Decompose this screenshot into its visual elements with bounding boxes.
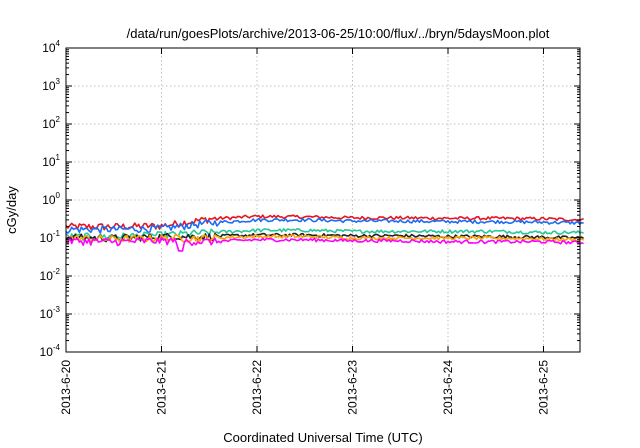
y-tick-label: 100 [42,191,60,207]
y-tick-label: 10-4 [40,343,61,359]
y-tick-label: 103 [42,77,60,93]
y-tick-label: 10-2 [40,267,61,283]
y-tick-label-exp: 1 [56,153,61,162]
series-line [65,228,584,242]
y-tick-label-base: 10 [40,231,54,245]
y-tick-label-exp: 0 [56,191,61,200]
y-tick-label-base: 10 [42,117,56,131]
y-tick-label-base: 10 [42,41,56,55]
chart-title: /data/run/goesPlots/archive/2013-06-25/1… [127,26,550,41]
y-tick-label-base: 10 [40,269,54,283]
y-tick-label-base: 10 [42,193,56,207]
y-tick-label-exp: 4 [56,39,61,48]
series-line [65,236,584,252]
y-tick-label: 102 [42,115,60,131]
x-axis-title: Coordinated Universal Time (UTC) [223,430,422,445]
y-tick-label-exp: 2 [56,115,61,124]
x-tick-label: 2013-6-25 [537,360,551,415]
x-tick-label: 2013-6-22 [250,360,264,415]
y-tick-label: 101 [42,153,60,169]
y-tick-label: 10-1 [40,229,61,245]
x-tick-label: 2013-6-23 [346,360,360,415]
y-tick-label-exp: 3 [56,77,61,86]
x-tick-label: 2013-6-21 [155,360,169,415]
y-tick-label-exp: -3 [53,305,61,314]
series-line [65,214,584,231]
grid-lines [66,48,580,352]
y-tick-label-base: 10 [42,155,56,169]
series-line [65,234,585,243]
x-tick-label: 2013-6-24 [441,360,455,415]
y-tick-label: 104 [42,39,60,55]
y-tick-label: 10-3 [40,305,61,321]
x-axis: 2013-6-20 2013-6-21 2013-6-22 2013-6-23 2013… [59,48,551,415]
y-tick-label-exp: -4 [53,343,61,352]
series-lines [65,214,585,252]
series-line [65,232,585,243]
y-axis-title: cGy/day [4,186,19,234]
y-tick-label-base: 10 [40,345,54,359]
series-line [65,217,584,234]
y-tick-label-exp: -2 [53,267,61,276]
y-tick-label-base: 10 [42,79,56,93]
y-tick-label-base: 10 [40,307,54,321]
y-tick-label-exp: -1 [53,229,61,238]
x-tick-label: 2013-6-20 [59,360,73,415]
